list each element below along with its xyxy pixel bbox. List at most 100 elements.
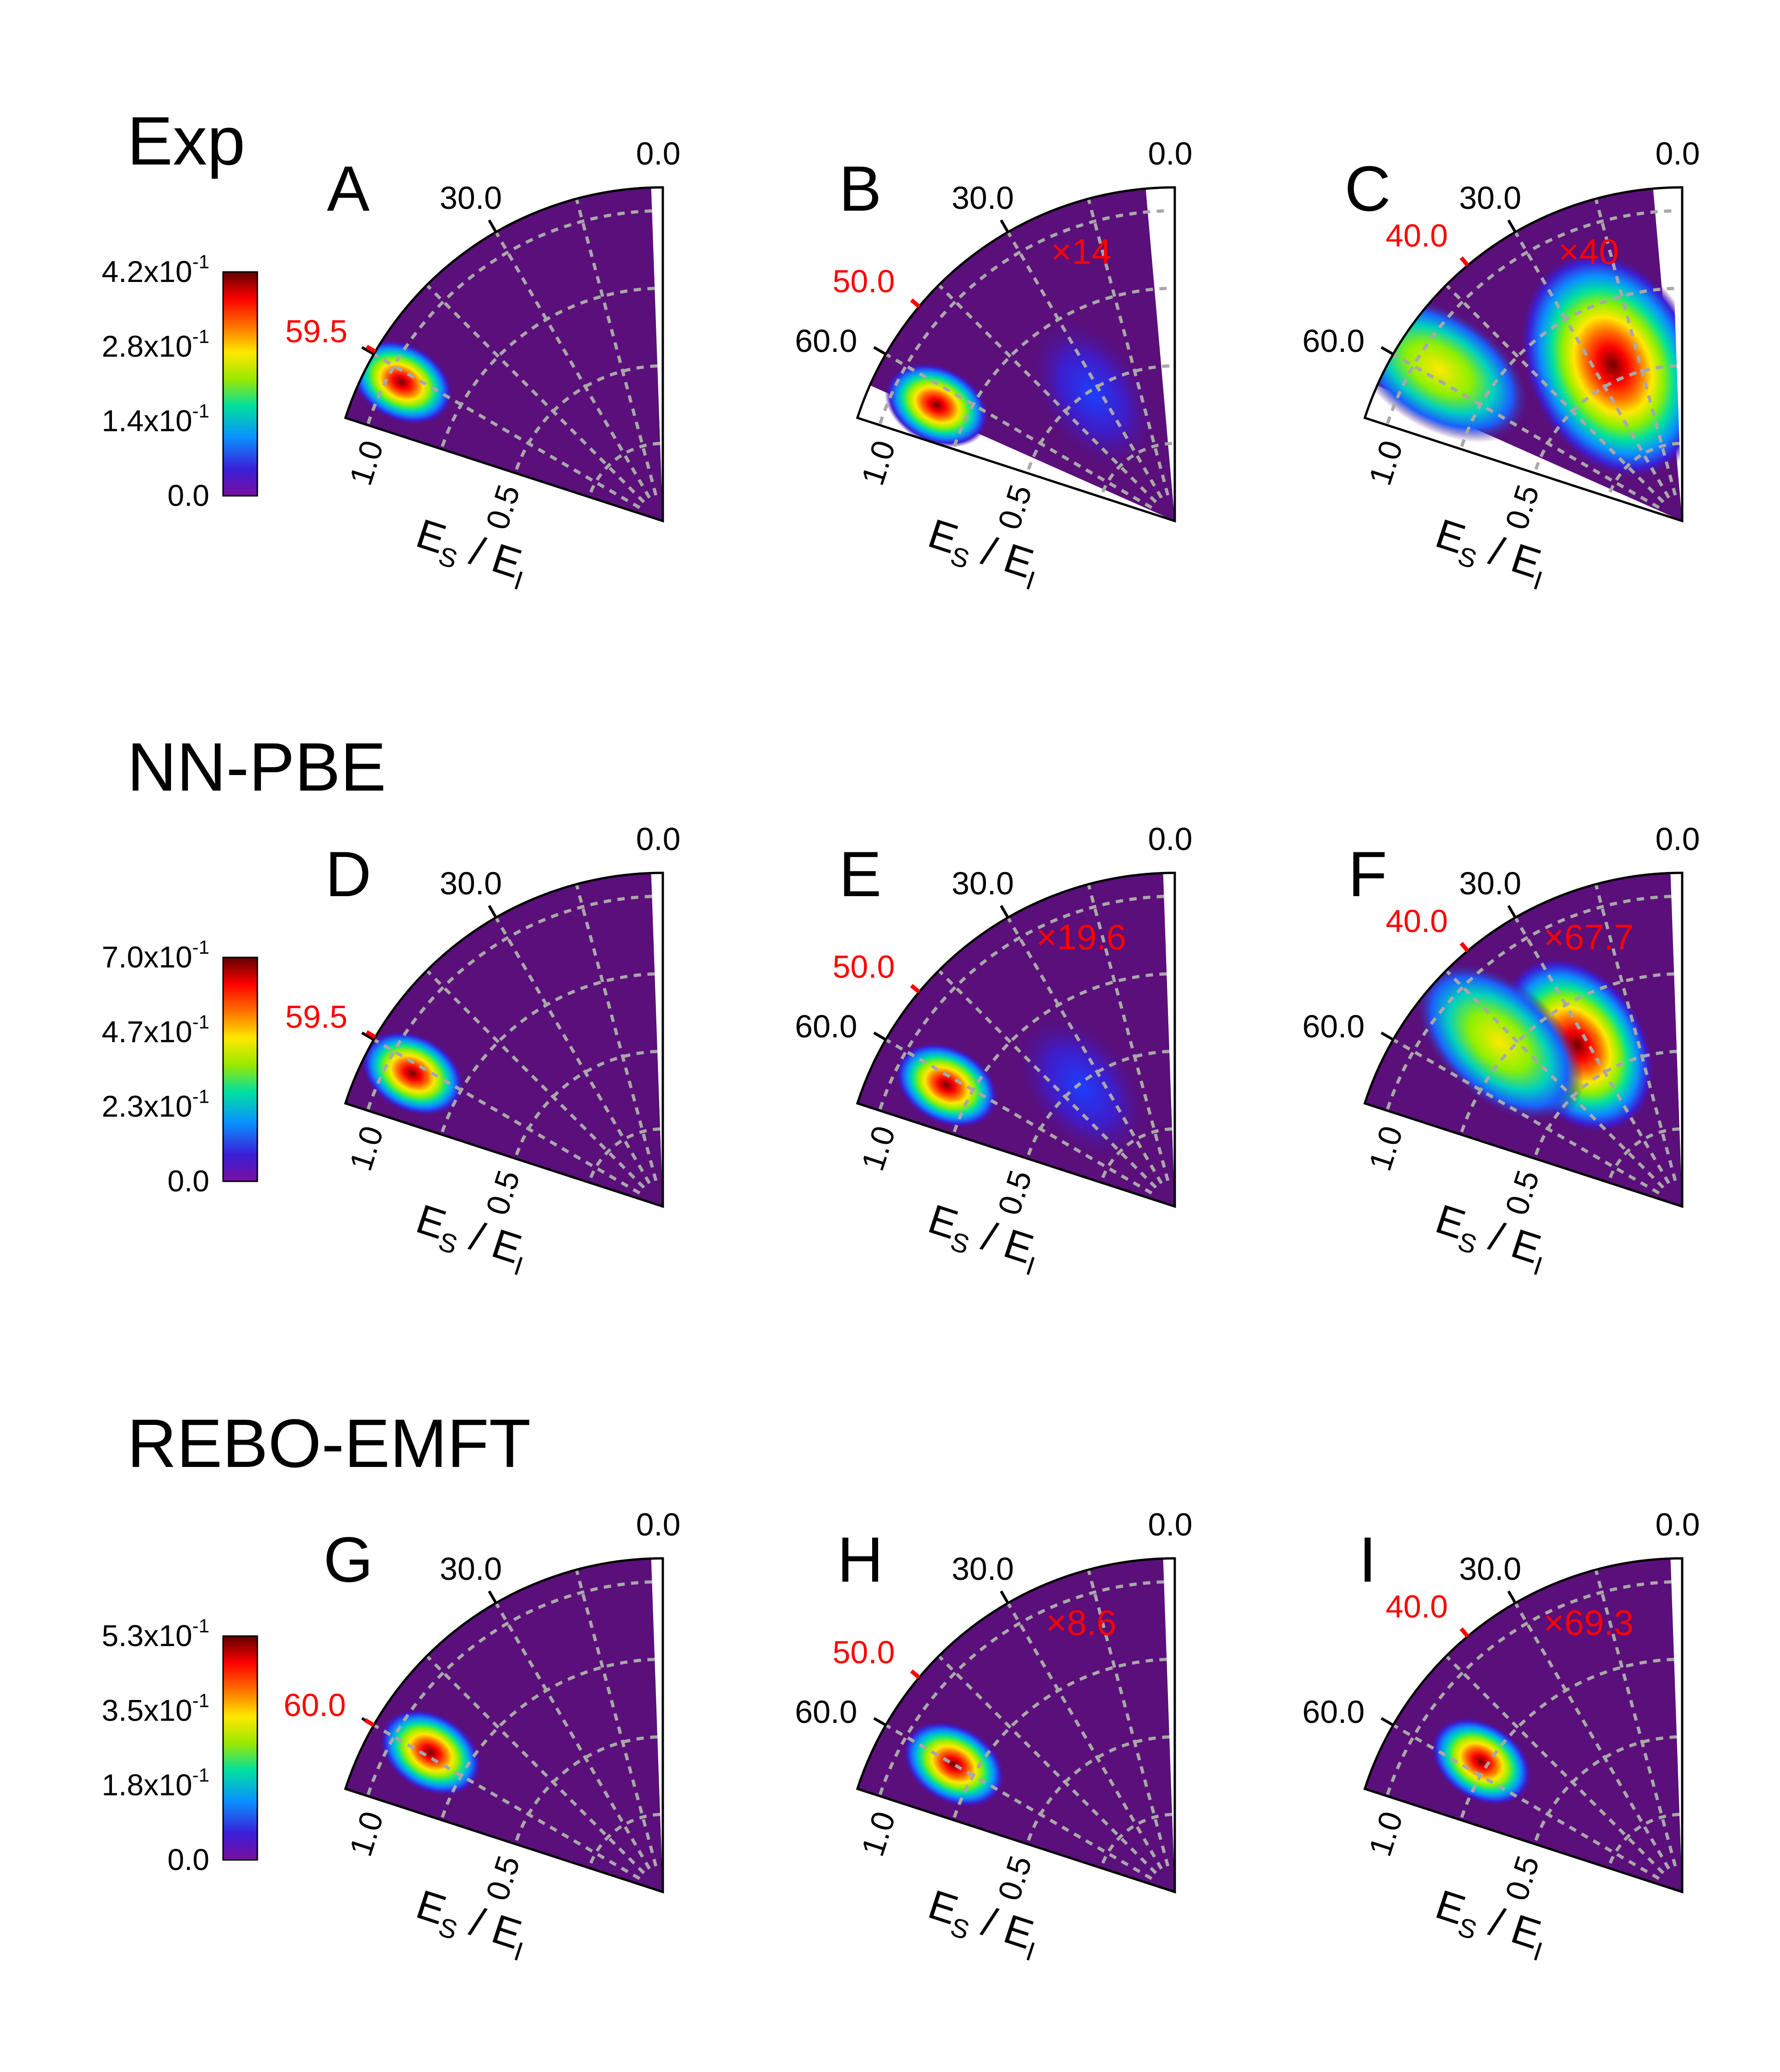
radial-tick-label: 0.5 [991, 1166, 1039, 1219]
grid-arc [587, 441, 661, 498]
panel-C: 0.030.060.040.0 ×401.00.5ES / EIC [1302, 136, 1700, 596]
grid-spoke [1445, 1655, 1665, 1875]
angle-tick [1000, 219, 1009, 233]
angle-tick [488, 905, 497, 919]
sector-background [1364, 1558, 1682, 1892]
panel-A: 0.030.059.51.00.5ES / EIA [285, 136, 681, 596]
panel-H: 0.030.060.050.0×8.61.00.5ES / EIH [795, 1507, 1193, 1967]
angle-tick [1507, 219, 1517, 233]
grid-arc [878, 895, 1164, 1111]
heatmap-peak [349, 339, 453, 425]
colorbar-tick-label: 0.0 [167, 1843, 209, 1876]
grid [1385, 883, 1680, 1195]
grid-arc [1099, 441, 1172, 498]
incidence-angle-label: 59.5 [285, 999, 347, 1035]
grid-arc [1459, 972, 1674, 1135]
grid-spoke [1514, 231, 1670, 499]
grid-spoke [494, 1602, 651, 1870]
grid [878, 198, 1172, 509]
heatmap-blobs [1430, 1717, 1532, 1806]
grid-arc [1099, 1812, 1172, 1869]
incidence-angle-label: 40.0 [1386, 903, 1448, 939]
grid-spoke [426, 1655, 645, 1875]
panel-letter: C [1344, 153, 1391, 224]
scale-factor: ×40 [1558, 232, 1619, 272]
grid-spoke [885, 1723, 1153, 1880]
grid-arc [1385, 1580, 1672, 1797]
colorbar-tick-mantissa: 2.3x10 [101, 1089, 192, 1123]
colorbar-tick-exponent: -1 [192, 936, 209, 958]
grid-arc [366, 209, 652, 426]
colorbar-tick-mantissa: 2.8x10 [101, 329, 192, 363]
colorbar-tick-label: 4.2x10-1 [101, 251, 209, 288]
sector-outline [344, 186, 664, 523]
row-title: NN-PBE [127, 728, 386, 805]
panel-F: 0.030.060.040.0 ×67.71.00.5ES / EIF [1302, 821, 1700, 1281]
grid-arc [1099, 1127, 1172, 1183]
colorbar-tick-exponent: -1 [192, 1615, 209, 1636]
colorbar-tick-label: 0.0 [167, 1164, 209, 1198]
incidence-marker [364, 1718, 375, 1727]
scale-factor: ×8.6 [1046, 1603, 1116, 1643]
grid-spoke [938, 284, 1157, 504]
grid-spoke [1087, 883, 1170, 1181]
scale-factor: ×14 [1051, 232, 1111, 272]
radial-tick-label: 0.5 [479, 480, 527, 534]
radial-tick-label: 1.0 [342, 436, 390, 489]
grid-spoke [1392, 1038, 1660, 1195]
angle-tick-label: 60.0 [795, 323, 857, 359]
sector-background [345, 187, 663, 521]
radial-tick-label: 1.0 [1362, 1807, 1409, 1860]
angle-tick-label: 60.0 [795, 1694, 857, 1730]
heatmap-blobs [349, 339, 453, 425]
colorbar-tick-label: 4.7x10-1 [101, 1011, 209, 1048]
radial-tick-label: 1.0 [1362, 436, 1409, 489]
sector-outline [856, 871, 1176, 1208]
scale-factor: ×19.6 [1036, 917, 1126, 957]
panel-G: 0.030.060.01.00.5ES / EIG [283, 1507, 680, 1967]
grid [366, 198, 661, 509]
row-3: REBO-EMFT5.3x10-13.5x10-11.8x10-10.00.03… [101, 1405, 1700, 1967]
grid [366, 883, 661, 1195]
radial-tick-label: 0.5 [1498, 480, 1546, 534]
angle-tick-label: 0.0 [1148, 1507, 1192, 1542]
colorbar-tick-exponent: -1 [192, 1764, 209, 1786]
grid [366, 1569, 661, 1880]
grid-spoke [885, 1038, 1153, 1195]
grid-spoke [1087, 1569, 1170, 1867]
heatmap-peak [902, 1721, 1005, 1808]
angle-tick-label: 0.0 [1655, 1507, 1700, 1542]
grid-spoke [1445, 969, 1665, 1189]
radial-tick-label: 1.0 [1362, 1121, 1409, 1175]
grid-spoke [1087, 198, 1170, 496]
colorbar-tick-mantissa: 4.7x10 [101, 1015, 192, 1048]
grid-spoke [373, 1723, 641, 1880]
angle-tick [873, 346, 887, 356]
incidence-marker [910, 298, 921, 308]
grid-spoke [575, 1569, 658, 1867]
radial-tick-label: 0.5 [1498, 1166, 1546, 1219]
row-2: NN-PBE7.0x10-14.7x10-12.3x10-10.00.030.0… [101, 728, 1700, 1281]
heatmap-peak [885, 362, 989, 447]
grid-spoke [1006, 231, 1163, 499]
angle-tick [1507, 905, 1517, 919]
angle-tick-label: 0.0 [1655, 821, 1700, 857]
incidence-marker [365, 345, 377, 354]
incidence-marker [910, 1669, 921, 1679]
colorbar-tick-label: 5.3x10-1 [101, 1615, 209, 1652]
grid-arc [587, 1812, 661, 1869]
angle-tick-label: 30.0 [440, 866, 502, 901]
colorbar: 7.0x10-14.7x10-12.3x10-10.0 [101, 936, 258, 1198]
incidence-angle-label: 40.0 [1386, 1589, 1448, 1625]
grid-arc [952, 287, 1167, 450]
angle-tick [1507, 1590, 1517, 1604]
incidence-marker [365, 1030, 377, 1039]
angle-tick [1380, 1031, 1394, 1041]
radial-tick-label: 0.5 [479, 1166, 527, 1219]
grid-spoke [494, 231, 651, 499]
grid-arc [878, 209, 1164, 426]
angle-tick-label: 30.0 [1459, 866, 1521, 901]
grid-arc [366, 895, 652, 1111]
angle-tick-label: 0.0 [1148, 821, 1192, 857]
